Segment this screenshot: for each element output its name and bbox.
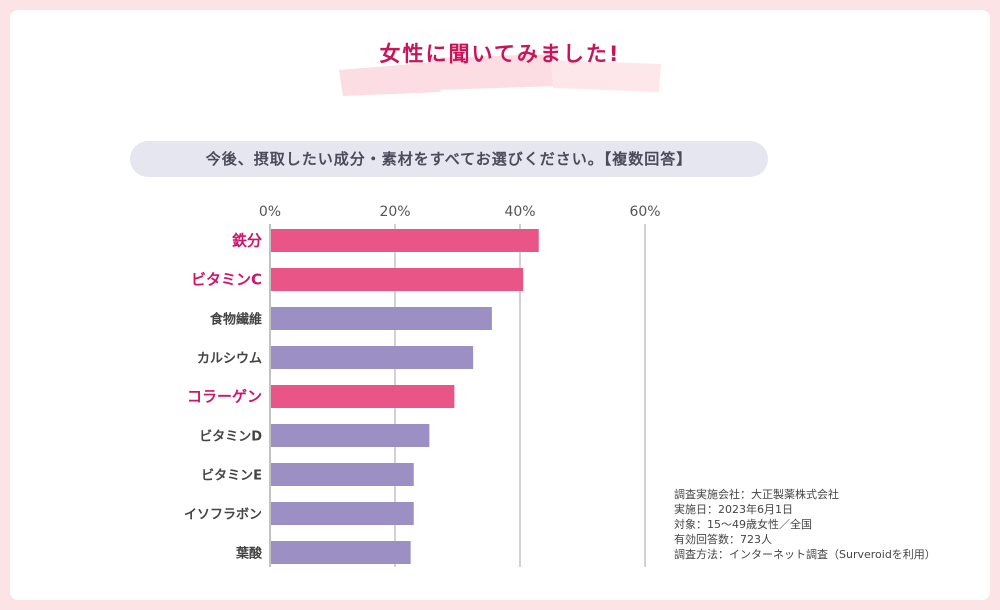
category-label: ビタミンC [191,271,262,289]
category-label: イソフラボン [184,507,262,523]
bar [271,502,414,525]
category-label: コラーゲン [187,388,262,406]
x-tick-label: 20% [379,204,410,220]
content-card [10,10,990,600]
title-ribbon-decoration [339,54,661,96]
category-label: カルシウム [197,352,262,367]
note-line-company: 調査実施会社：大正製薬株式会社 [674,488,839,501]
note-line-date: 実施日：2023年6月1日 [674,503,793,516]
bar [271,346,474,369]
note-line-target: 対象：15〜49歳女性／全国 [674,518,812,531]
survey-notes: 調査実施会社：大正製薬株式会社 実施日：2023年6月1日 対象：15〜49歳女… [674,487,936,562]
x-tick-label: 40% [504,204,535,220]
bar [271,268,524,291]
category-label: 葉酸 [235,546,263,562]
bar [271,463,414,486]
bar [271,424,430,447]
bar [271,541,411,564]
bar [271,307,492,330]
category-label: 鉄分 [232,232,262,250]
category-label: ビタミンD [199,429,262,445]
survey-question: 今後、摂取したい成分・素材をすべてお選びください。【複数回答】 [130,141,768,177]
note-line-method: 調査方法：インターネット調査（Surveroidを利用） [674,548,936,561]
bar [271,385,455,408]
bar [271,229,539,252]
category-label: ビタミンE [201,468,262,484]
page-title: 女性に聞いてみました! [379,42,621,66]
x-tick-label: 0% [259,204,281,220]
category-label: 食物繊維 [210,312,262,328]
x-tick-label: 60% [629,204,660,220]
note-line-responses: 有効回答数：723人 [674,533,772,546]
